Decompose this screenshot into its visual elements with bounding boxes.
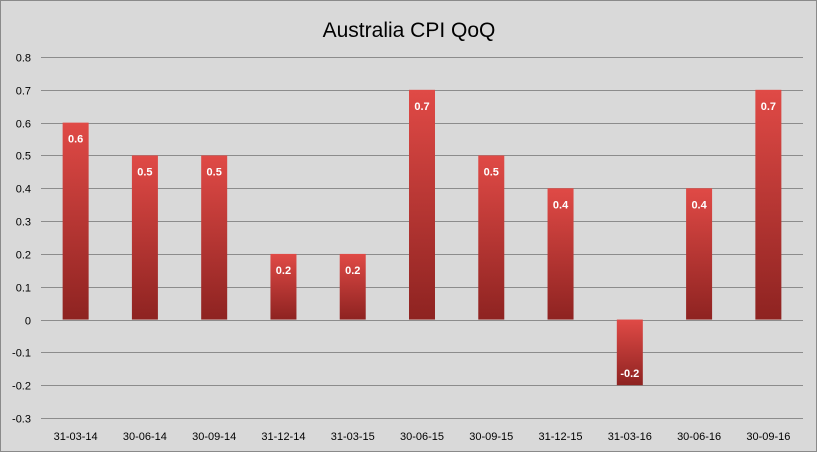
y-tick-label: 0.8	[16, 53, 31, 65]
data-label: 0.5	[484, 166, 499, 178]
data-label: 0.2	[276, 265, 291, 277]
bar	[270, 253, 297, 320]
data-label: 0.5	[137, 166, 152, 178]
data-label: 0.6	[68, 134, 83, 146]
data-label: 0.7	[761, 101, 776, 113]
y-tick-label: -0.2	[12, 381, 31, 393]
x-tick-label: 31-03-15	[331, 431, 375, 443]
bar	[616, 319, 643, 386]
x-tick-label: 31-12-15	[539, 431, 583, 443]
x-tick-label: 30-09-14	[192, 431, 236, 443]
data-label: 0.2	[345, 265, 360, 277]
data-label: 0.4	[691, 199, 707, 211]
data-label: 0.7	[414, 101, 429, 113]
y-tick-label: -0.1	[12, 348, 31, 360]
bar	[478, 155, 505, 320]
bar	[62, 122, 89, 320]
y-tick-label: 0.3	[16, 217, 31, 229]
x-tick-label: 31-12-14	[261, 431, 305, 443]
y-tick-label: 0.1	[16, 283, 31, 295]
x-tick-label: 30-06-14	[123, 431, 167, 443]
y-tick-label: 0.6	[16, 119, 31, 131]
bars: 0.6 0.5 0.5 0.2 0.2 0.7 0.5 0.4 -0.2 0.4 0.7	[62, 89, 782, 386]
bar	[201, 155, 228, 320]
y-tick-label: 0.4	[16, 184, 31, 196]
x-tick-label: 30-09-15	[469, 431, 513, 443]
chart-title: Australia CPI QoQ	[323, 19, 496, 42]
data-label: 0.4	[553, 199, 569, 211]
bar	[409, 89, 435, 320]
y-tick-label: 0.5	[16, 151, 31, 163]
x-tick-label: 31-03-14	[54, 431, 98, 443]
y-tick-label: -0.3	[12, 414, 31, 426]
bar	[131, 155, 158, 320]
x-tick-label: 30-09-16	[746, 431, 790, 443]
data-label: -0.2	[620, 368, 639, 380]
y-axis-ticks: -0.3 -0.2 -0.1 0 0.1 0.2 0.3 0.4 0.5 0.6 0.7 0.8	[12, 53, 31, 426]
x-tick-label: 31-03-16	[608, 431, 652, 443]
x-tick-label: 30-06-16	[677, 431, 721, 443]
bar	[755, 89, 782, 320]
bar	[547, 188, 574, 320]
y-tick-label: 0	[25, 316, 31, 328]
bar	[686, 188, 713, 320]
data-label: 0.5	[207, 166, 222, 178]
y-tick-label: 0.2	[16, 250, 31, 262]
bar	[339, 253, 366, 320]
x-tick-label: 30-06-15	[400, 431, 444, 443]
x-axis-ticks: 31-03-14 30-06-14 30-09-14 31-12-14 31-03-15…	[54, 431, 791, 443]
y-tick-label: 0.7	[16, 86, 31, 98]
